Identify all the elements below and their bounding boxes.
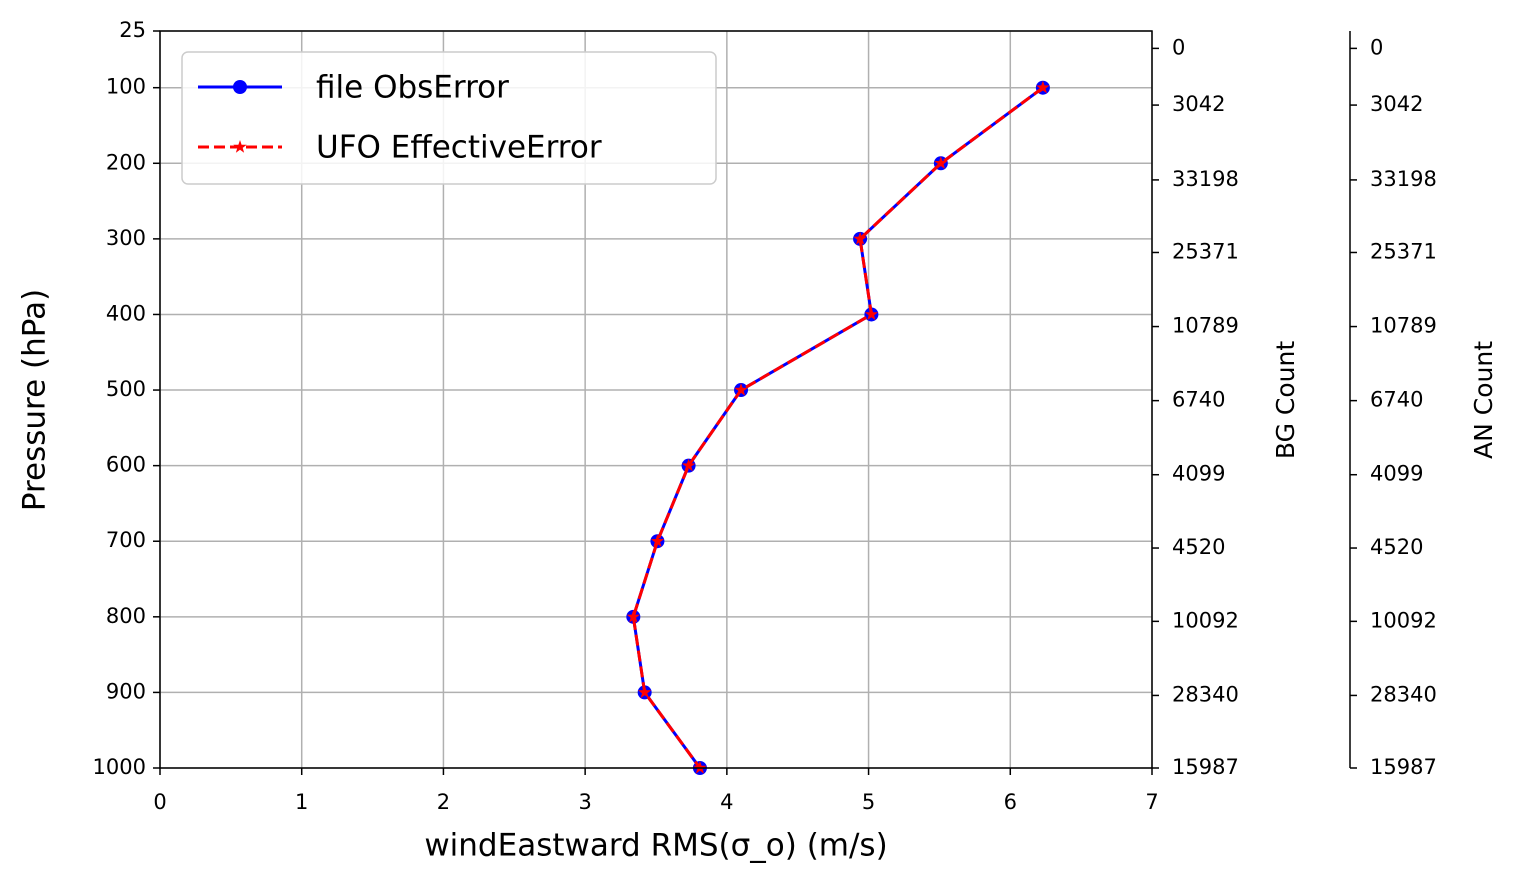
y-tick-label: 200: [106, 150, 146, 174]
series-line: [631, 86, 1044, 769]
x-tick-label: 0: [153, 790, 166, 814]
y-tick-label: 100: [106, 75, 146, 99]
plot: [626, 80, 1050, 775]
y-tick-label: 800: [106, 604, 146, 628]
x-tick-label: 1: [295, 790, 308, 814]
y2-tick-label: 10092: [1370, 608, 1437, 632]
legend: file ObsError UFO EffectiveError: [181, 51, 717, 185]
y2-tick-label: 15987: [1172, 755, 1239, 779]
y2-tick-label: 0: [1172, 35, 1185, 59]
data-point: [681, 458, 696, 472]
y2-tick-label: 10789: [1172, 314, 1239, 338]
x-tick-label: 4: [720, 790, 733, 814]
legend-box: [181, 51, 717, 185]
y2-tick-label: 10789: [1370, 314, 1437, 338]
data-point: [853, 231, 867, 245]
y2-tick-label: 10092: [1172, 608, 1239, 632]
data-point: [864, 307, 879, 321]
y-tick-label: 1000: [93, 755, 146, 779]
y-tick-label: 700: [106, 528, 146, 552]
x-axis-label: windEastward RMS(σ_o) (m/s): [424, 828, 887, 864]
y-tick-label: 400: [106, 301, 146, 325]
y-axis-label: Pressure (hPa): [17, 289, 53, 511]
y2-tick-label: 6740: [1172, 388, 1225, 412]
y2-axis-label: AN Count: [1469, 341, 1498, 459]
data-point: [650, 534, 665, 547]
series-line: [631, 86, 1044, 769]
y2-tick-label: 25371: [1370, 239, 1437, 263]
y-tick-label: 300: [106, 226, 146, 250]
y2-tick-label: 3042: [1370, 92, 1423, 116]
y2-tick-label: 0: [1370, 35, 1383, 59]
y-tick-label: 25: [119, 18, 146, 42]
data-point: [934, 156, 948, 169]
y2-tick-label: 25371: [1172, 239, 1239, 263]
y2-tick-label: 33198: [1172, 167, 1239, 191]
x-tick-label: 2: [437, 790, 450, 814]
x-tick-label: 6: [1004, 790, 1017, 814]
y2-tick-label: 15987: [1370, 755, 1437, 779]
y2-tick-label: 4099: [1172, 462, 1225, 486]
data-point: [626, 609, 640, 623]
y-tick-label: 600: [106, 453, 146, 477]
x-tick-label: 5: [862, 790, 875, 814]
x-tick-label: 3: [578, 790, 591, 814]
y2-tick-label: 4520: [1370, 535, 1423, 559]
y2-tick-label: 4520: [1172, 535, 1225, 559]
y2-tick-label: 28340: [1172, 682, 1239, 706]
legend-marker: [233, 140, 247, 153]
data-point: [1036, 80, 1050, 94]
legend-marker: [233, 80, 247, 94]
data-point: [734, 383, 748, 396]
y2-tick-label: 28340: [1370, 682, 1437, 706]
legend-label: file ObsError: [316, 70, 509, 106]
x-tick-label: 7: [1145, 790, 1158, 814]
y-tick-label: 500: [106, 377, 146, 401]
y2-tick-label: 33198: [1370, 167, 1437, 191]
legend-label: UFO EffectiveError: [316, 130, 602, 166]
y-tick-label: 900: [106, 679, 146, 703]
y2-tick-label: 6740: [1370, 388, 1423, 412]
y2-tick-label: 3042: [1172, 92, 1225, 116]
y2-axis-label: BG Count: [1271, 341, 1300, 459]
plot-frame: [159, 30, 1153, 769]
y2-tick-label: 4099: [1370, 462, 1423, 486]
data-point: [638, 685, 652, 699]
